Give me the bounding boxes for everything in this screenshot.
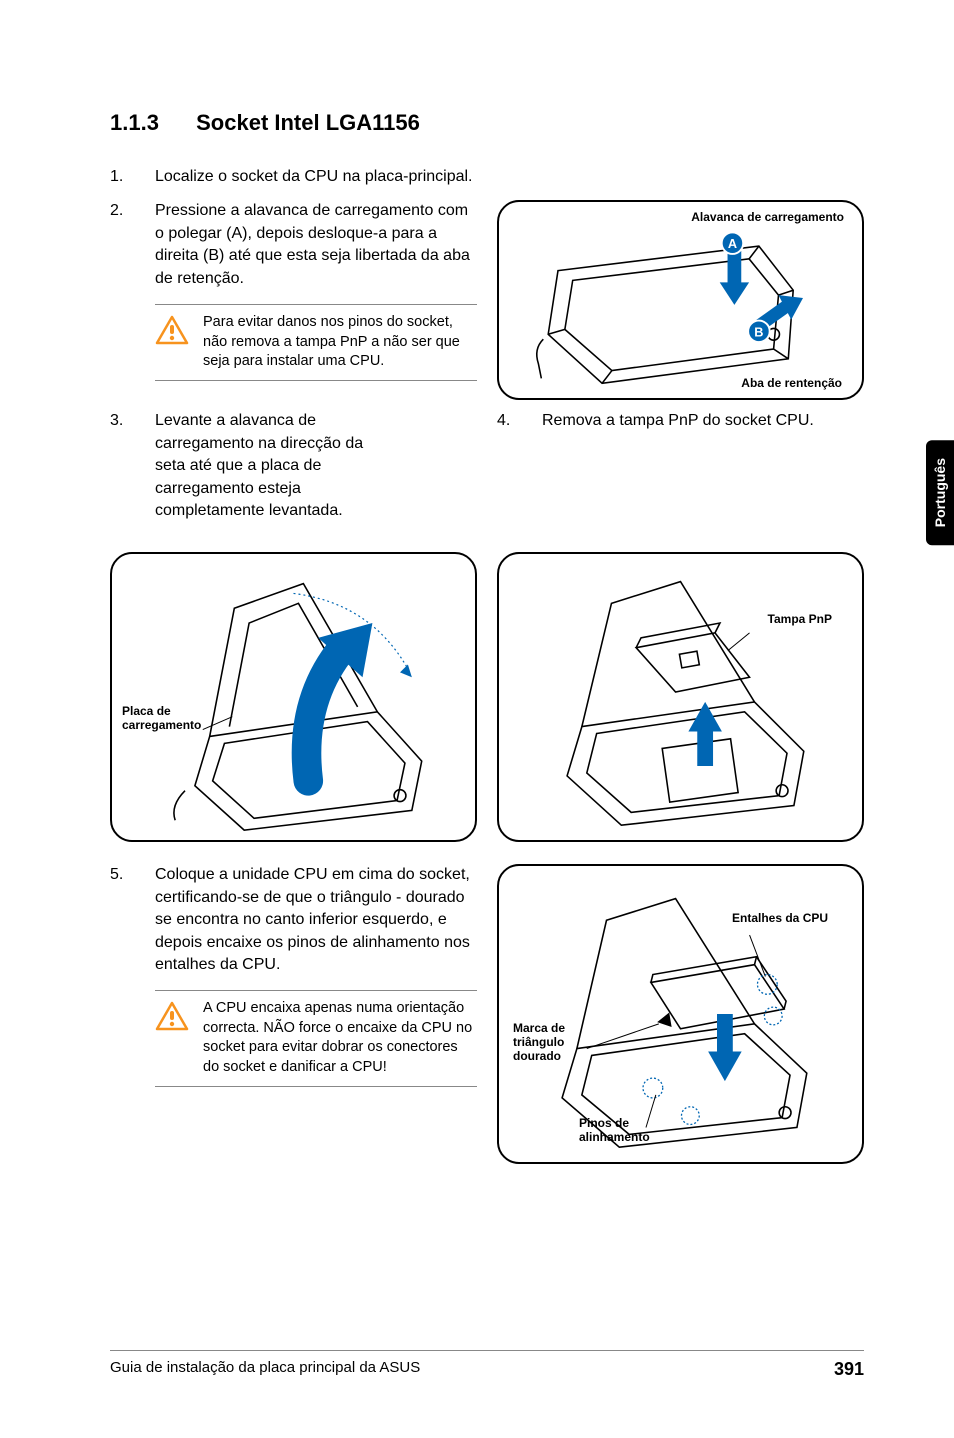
step-number: 3. [110,410,155,522]
warning-icon [155,1001,189,1038]
label-pnp-cap: Tampa PnP [768,612,832,626]
section-number: 1.1.3 [110,110,190,136]
page-content: 1.1.3 Socket Intel LGA1156 1. Localize o… [0,0,954,1438]
step-number: 1. [110,166,155,188]
label-cpu-notches: Entalhes da CPU [732,911,842,925]
diagram-step4: Tampa PnP [497,552,864,842]
diagram-step5: Entalhes da CPU Marca de triângulo doura… [497,864,864,1164]
badge-a: A [728,236,737,251]
step-text: Remova a tampa PnP do socket CPU. [542,410,864,432]
step-1: 1. Localize o socket da CPU na placa-pri… [110,166,864,188]
label-gold-triangle: Marca de triângulo dourado [513,1021,583,1063]
label-retention-tab: Aba de rentenção [741,376,842,390]
step-text: Pressione a alavanca de carregamento com… [155,200,477,290]
step-4: 4. Remova a tampa PnP do socket CPU. [497,410,864,432]
note-text: Para evitar danos nos pinos do socket, n… [203,313,477,372]
badge-b: B [754,325,763,340]
warning-note-2: A CPU encaixa apenas numa orientação cor… [155,990,477,1086]
step-number: 4. [497,410,542,432]
page-number: 391 [834,1359,864,1380]
step-2: 2. Pressione a alavanca de carregamento … [110,200,477,290]
step-text: Localize o socket da CPU na placa-princi… [155,166,864,188]
step-number: 2. [110,200,155,290]
footer-text: Guia de instalação da placa principal da… [110,1359,420,1380]
step-5: 5. Coloque a unidade CPU em cima do sock… [110,864,477,976]
diagram-step3: Placa de carregamento [110,552,477,842]
section-title-text: Socket Intel LGA1156 [196,110,420,135]
section-heading: 1.1.3 Socket Intel LGA1156 [110,110,864,136]
warning-note-1: Para evitar danos nos pinos do socket, n… [155,304,477,381]
step-number: 5. [110,864,155,976]
step-text: Coloque a unidade CPU em cima do socket,… [155,864,477,976]
label-load-lever: Alavanca de carregamento [691,210,844,224]
warning-icon [155,315,189,352]
label-alignment-pins: Pinos de alinhamento [579,1116,679,1144]
label-load-plate: Placa de carregamento [122,704,212,732]
diagram-step2: Alavanca de carregamento A [497,200,864,400]
note-text: A CPU encaixa apenas numa orientação cor… [203,999,477,1077]
page-footer: Guia de instalação da placa principal da… [110,1350,864,1380]
step-text: Levante a alavanca de carregamento na di… [155,410,385,522]
step-3: 3. Levante a alavanca de carregamento na… [110,410,477,522]
